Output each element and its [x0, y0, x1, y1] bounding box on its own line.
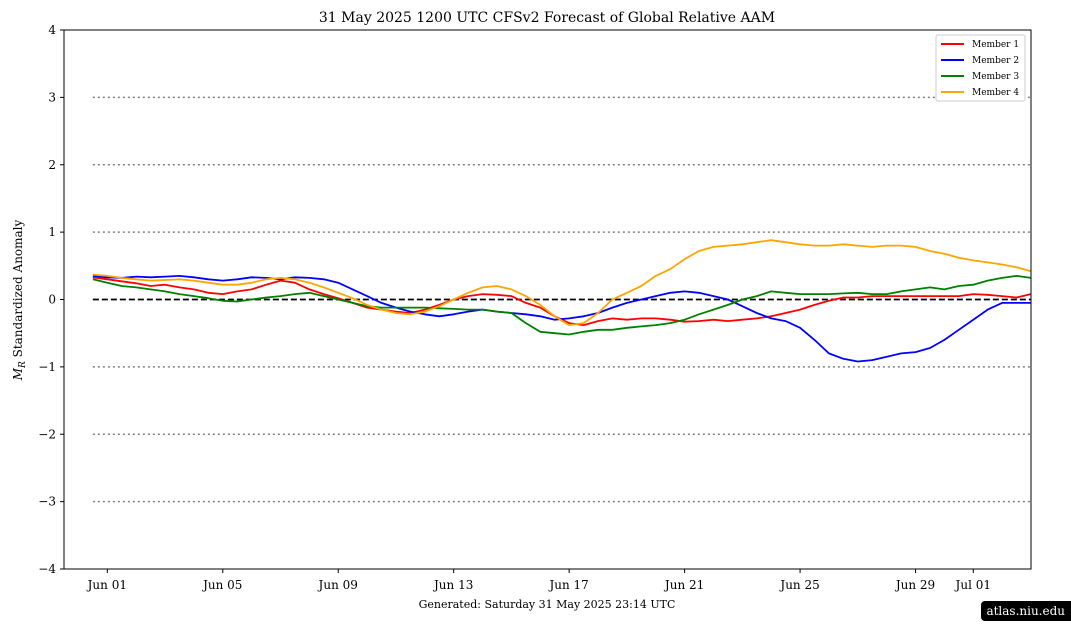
y-axis-label-rest: Standardized Anomaly	[11, 219, 25, 361]
reference-lines	[92, 96, 1031, 503]
x-tick-label: Jun 29	[894, 578, 935, 592]
legend-label: Member 2	[972, 56, 1019, 66]
generated-footer: Generated: Saturday 31 May 2025 23:14 UT…	[419, 598, 676, 611]
x-tick-label: Jun 17	[547, 578, 588, 592]
x-tick-label: Jun 01	[86, 578, 127, 592]
legend-box	[935, 34, 1026, 102]
x-axis: Jun 01 Jun 05 Jun 09 Jun 13 Jun 17 Jun 21 Jun …	[86, 569, 991, 592]
y-tick-label: −3	[38, 495, 56, 509]
series-line-member-4	[92, 239, 1032, 326]
x-tick-label: Jul 01	[954, 578, 991, 592]
legend-label: Member 1	[972, 40, 1019, 50]
y-tick-label: −4	[38, 562, 56, 576]
y-tick-label: −1	[38, 360, 56, 374]
y-axis-label: MR Standardized Anomaly	[11, 219, 28, 381]
y-axis-label-sub: R	[18, 361, 28, 369]
chart-title: 31 May 2025 1200 UTC CFSv2 Forecast of G…	[319, 10, 775, 26]
series-line-member-2	[92, 275, 1031, 363]
series-lines	[92, 239, 1032, 363]
y-tick-label: 0	[48, 293, 56, 307]
x-tick-label: Jun 05	[201, 578, 242, 592]
y-axis-label-main: M	[11, 367, 25, 381]
series-line-member-3	[92, 275, 1032, 336]
x-tick-label: Jun 13	[432, 578, 473, 592]
legend-label: Member 4	[972, 88, 1019, 98]
y-tick-label: 4	[48, 23, 56, 37]
legend-label: Member 3	[972, 72, 1019, 82]
y-tick-label: 1	[48, 225, 56, 239]
x-tick-label: Jun 21	[663, 578, 704, 592]
x-tick-label: Jun 25	[778, 578, 819, 592]
watermark-badge: atlas.niu.edu	[981, 601, 1071, 621]
y-tick-label: 3	[48, 90, 56, 104]
legend: Member 1 Member 2 Member 3 Member 4	[935, 34, 1026, 102]
x-tick-label: Jun 09	[317, 578, 358, 592]
y-axis: 4 3 2 1 0 −1 −2 −3 −4	[38, 23, 64, 576]
y-tick-label: 2	[48, 158, 56, 172]
y-tick-label: −2	[38, 427, 56, 441]
